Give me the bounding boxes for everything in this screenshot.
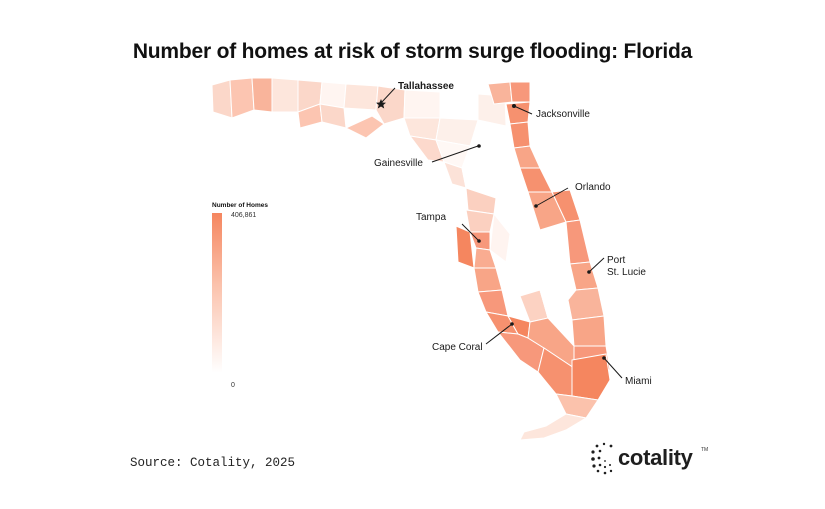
city-label-port: Port: [607, 255, 626, 266]
color-legend: Number of Homes 406,861 0: [212, 202, 292, 402]
city-label-jacksonville: Jacksonville: [536, 109, 590, 120]
city-label-st-lucie: St. Lucie: [607, 267, 646, 278]
miami-dot: [602, 356, 606, 360]
city-label-miami: Miami: [625, 376, 652, 387]
legend-gradient-bar: [212, 213, 222, 373]
legend-title: Number of Homes: [212, 202, 268, 209]
city-label-gainesville: Gainesville: [374, 158, 423, 169]
cape-coral-dot: [510, 322, 514, 326]
source-note: Source: Cotality, 2025: [130, 456, 296, 470]
orlando-dot: [534, 204, 538, 208]
city-label-tampa: Tampa: [416, 212, 446, 223]
city-label-tallahassee: Tallahassee: [398, 81, 454, 92]
page-title: Number of homes at risk of storm surge f…: [132, 40, 693, 63]
brand-trademark: TM: [701, 447, 709, 453]
gainesville-dot: [477, 144, 481, 148]
city-label-orlando: Orlando: [575, 182, 611, 193]
tampa-dot: [477, 239, 481, 243]
tallahassee-star-icon: [376, 99, 386, 109]
cotality-dots-icon: [591, 442, 613, 475]
city-dots: [376, 99, 606, 360]
city-label-cape-coral: Cape Coral: [432, 342, 483, 353]
brand-name: cotality: [618, 445, 693, 470]
legend-min-label: 0: [231, 382, 235, 389]
port-st-lucie-dot: [587, 270, 591, 274]
city-markers: [380, 87, 623, 379]
legend-max-label: 406,861: [231, 212, 257, 219]
jacksonville-dot: [512, 104, 516, 108]
city-labels: Tallahassee Jacksonville Gainesville Orl…: [374, 81, 652, 387]
county-regions: [211, 77, 507, 139]
